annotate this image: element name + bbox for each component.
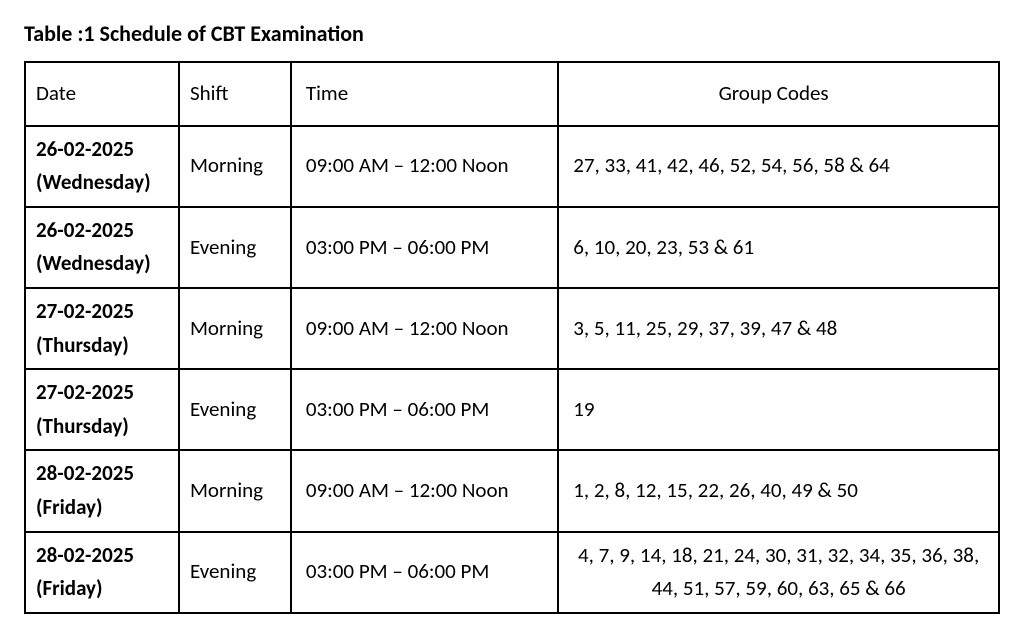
cell-shift: Evening	[179, 532, 291, 613]
date-value: 28-02-2025	[36, 457, 168, 491]
table-row: 26-02-2025 (Wednesday) Morning 09:00 AM …	[25, 126, 999, 207]
cell-codes: 27, 33, 41, 42, 46, 52, 54, 56, 58 & 64	[558, 126, 999, 207]
cell-time: 03:00 PM – 06:00 PM	[291, 369, 558, 450]
table-row: 26-02-2025 (Wednesday) Evening 03:00 PM …	[25, 207, 999, 288]
date-value: 27-02-2025	[36, 295, 168, 329]
cell-time: 09:00 AM – 12:00 Noon	[291, 288, 558, 369]
date-day: (Wednesday)	[36, 247, 168, 281]
cell-codes: 3, 5, 11, 25, 29, 37, 39, 47 & 48	[558, 288, 999, 369]
table-title: Table :1 Schedule of CBT Examination	[24, 20, 1000, 47]
cell-time: 03:00 PM – 06:00 PM	[291, 532, 558, 613]
cell-date: 27-02-2025 (Thursday)	[25, 288, 179, 369]
date-day: (Wednesday)	[36, 166, 168, 200]
table-header-row: Date Shift Time Group Codes	[25, 62, 999, 126]
col-header-date: Date	[25, 62, 179, 126]
table-row: 28-02-2025 (Friday) Morning 09:00 AM – 1…	[25, 450, 999, 531]
date-day: (Friday)	[36, 491, 168, 525]
cell-date: 27-02-2025 (Thursday)	[25, 369, 179, 450]
cell-shift: Evening	[179, 207, 291, 288]
cell-time: 09:00 AM – 12:00 Noon	[291, 450, 558, 531]
cell-codes: 6, 10, 20, 23, 53 & 61	[558, 207, 999, 288]
cell-codes: 4, 7, 9, 14, 18, 21, 24, 30, 31, 32, 34,…	[558, 532, 999, 613]
col-header-codes: Group Codes	[558, 62, 999, 126]
cell-shift: Morning	[179, 450, 291, 531]
date-value: 27-02-2025	[36, 376, 168, 410]
cell-time: 09:00 AM – 12:00 Noon	[291, 126, 558, 207]
cell-shift: Evening	[179, 369, 291, 450]
cell-time: 03:00 PM – 06:00 PM	[291, 207, 558, 288]
date-day: (Thursday)	[36, 329, 168, 363]
cell-codes: 19	[558, 369, 999, 450]
table-row: 27-02-2025 (Thursday) Morning 09:00 AM –…	[25, 288, 999, 369]
cell-shift: Morning	[179, 126, 291, 207]
table-row: 28-02-2025 (Friday) Evening 03:00 PM – 0…	[25, 532, 999, 613]
cell-date: 26-02-2025 (Wednesday)	[25, 207, 179, 288]
schedule-table: Date Shift Time Group Codes 26-02-2025 (…	[24, 61, 1000, 614]
col-header-time: Time	[291, 62, 558, 126]
date-value: 26-02-2025	[36, 214, 168, 248]
date-day: (Thursday)	[36, 410, 168, 444]
cell-shift: Morning	[179, 288, 291, 369]
cell-date: 26-02-2025 (Wednesday)	[25, 126, 179, 207]
date-day: (Friday)	[36, 572, 168, 606]
cell-codes: 1, 2, 8, 12, 15, 22, 26, 40, 49 & 50	[558, 450, 999, 531]
cell-date: 28-02-2025 (Friday)	[25, 532, 179, 613]
table-row: 27-02-2025 (Thursday) Evening 03:00 PM –…	[25, 369, 999, 450]
cell-date: 28-02-2025 (Friday)	[25, 450, 179, 531]
date-value: 26-02-2025	[36, 133, 168, 167]
date-value: 28-02-2025	[36, 539, 168, 573]
col-header-shift: Shift	[179, 62, 291, 126]
